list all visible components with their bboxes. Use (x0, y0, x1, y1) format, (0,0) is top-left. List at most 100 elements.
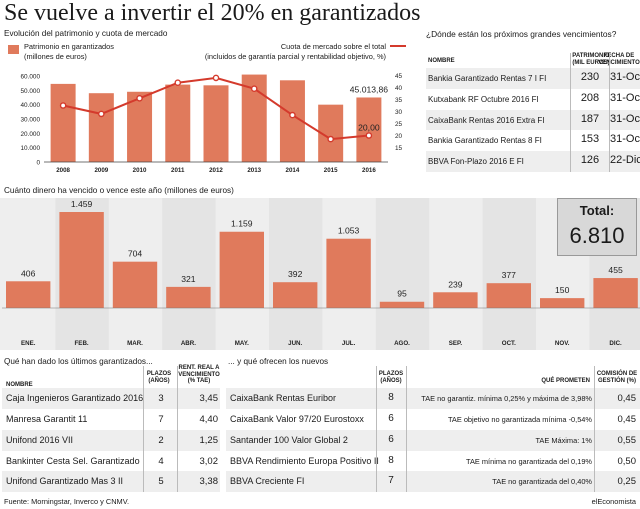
right-plazo: 7 (388, 475, 394, 486)
year-tick-label: 2016 (362, 167, 376, 174)
left-rent: 4,40 (199, 414, 219, 425)
table-row: Bankinter Cesta Sel. Garantizado 4 3,02 (2, 451, 220, 471)
month-value-label: 704 (128, 249, 143, 259)
cuota-point (174, 79, 182, 87)
right-col-prometen: QUÉ PROMETEN (541, 378, 590, 384)
right-name: BBVA Creciente FI (230, 476, 305, 486)
cuota-point (327, 135, 334, 143)
table-row: BBVA Fon-Plazo 2016 E FI 126 22-Dic. (426, 151, 640, 172)
legend-line-label: Cuota de mercado sobre el total (280, 42, 386, 51)
last-line-label: 20,00 (358, 123, 380, 133)
bar-month (593, 278, 638, 308)
cuota-point (212, 74, 220, 82)
month-value-label: 392 (288, 269, 303, 279)
venc-col-nombre: NOMBRE (428, 58, 455, 64)
left-table: Caja Ingenieros Garantizado 2016 3 3,45 … (2, 388, 220, 492)
year-tick-label: 2010 (133, 167, 147, 174)
footer-source: Fuente: Morningstar, Inverco y CNMV. (4, 497, 130, 506)
year-tick-label: 2014 (286, 167, 300, 174)
month-tick-label: ABR. (181, 340, 196, 347)
right-plazo: 6 (388, 413, 394, 424)
right-divider (406, 366, 407, 492)
y2-tick-label: 20 (395, 133, 403, 140)
y-tick-label: 0 (36, 160, 40, 167)
bar-month (6, 281, 51, 308)
right-plazo: 8 (388, 455, 394, 466)
venc-date: 22-Dic. (610, 154, 640, 166)
y-tick-label: 60.000 (20, 74, 40, 81)
y2-tick-label: 35 (395, 97, 403, 104)
page-title: Se vuelve a invertir el 20% en garantiza… (4, 0, 421, 26)
month-tick-label: JUN. (288, 340, 302, 347)
y2-tick-label: 25 (395, 121, 403, 128)
year-tick-label: 2011 (171, 167, 185, 174)
venc-name: CaixaBank Rentas 2016 Extra FI (428, 116, 545, 125)
legend-line-swatch (390, 45, 406, 47)
venc-date: 31-Oct. (610, 92, 640, 104)
month-stripe (375, 198, 430, 350)
right-col-plazos: PLAZOS (AÑOS) (378, 371, 404, 384)
table-row: Santander 100 Valor Global 2 6 TAE Máxim… (226, 430, 640, 451)
month-value-label: 321 (181, 274, 196, 284)
right-col-comision: COMISIÓN DE GESTIÓN (%) (596, 371, 638, 384)
left-table-title: Qué han dado los últimos garantizados... (4, 357, 153, 366)
bar-patrimonio (203, 85, 229, 162)
left-col-plazos: PLAZOS (AÑOS) (146, 371, 172, 384)
y2-tick-label: 30 (395, 109, 403, 116)
left-name: Bankinter Cesta Sel. Garantizado (6, 456, 140, 466)
right-name: CaixaBank Valor 97/20 Eurostoxx (230, 414, 364, 424)
right-table-title: ... y qué ofrecen los nuevos (228, 357, 329, 366)
bar-month (379, 301, 425, 308)
right-name: BBVA Rendimiento Europa Positivo II (230, 456, 379, 466)
year-tick-label: 2012 (209, 167, 223, 174)
month-value-label: 95 (397, 289, 407, 299)
month-value-label: 1.459 (71, 199, 93, 209)
cuota-point (136, 95, 143, 102)
total-label: Total: (579, 203, 615, 218)
table-row: Kutxabank RF Octubre 2016 FI 208 31-Oct. (426, 89, 640, 110)
cuota-point (365, 132, 373, 139)
table-row: Caja Ingenieros Garantizado 2016 3 3,45 (2, 388, 220, 409)
right-comision: 0,55 (617, 435, 637, 446)
venc-value: 230 (580, 71, 600, 83)
bar-month (540, 298, 585, 308)
venc-date: 31-Oct. (610, 113, 640, 125)
table-row: CaixaBank Valor 97/20 Eurostoxx 6 TAE ob… (226, 409, 640, 430)
left-col-nombre: NOMBRE (6, 382, 33, 388)
left-name: Unifond 2016 VII (6, 435, 74, 445)
table-row: Unifond Garantizado Mas 3 II 5 3,38 (2, 471, 220, 492)
month-stripe (482, 198, 536, 350)
y-tick-label: 10.000 (20, 145, 40, 152)
venc-name: Kutxabank RF Octubre 2016 FI (428, 95, 539, 104)
month-value-label: 406 (21, 268, 36, 278)
bar-month (486, 283, 531, 308)
table-row: Bankia Garantizado Rentas 8 FI 153 31-Oc… (426, 130, 640, 151)
bar-patrimonio (165, 84, 191, 162)
month-stripe (162, 198, 216, 350)
month-stripe (269, 198, 323, 350)
venc-value: 126 (580, 154, 600, 166)
left-rent: 3,45 (199, 393, 219, 404)
bar-month (433, 292, 478, 308)
left-divider (143, 366, 144, 492)
month-tick-label: SEP. (449, 340, 463, 347)
venc-value: 187 (580, 113, 600, 125)
right-promesa: TAE Máxima: 1% (535, 436, 592, 445)
venc-name: Bankia Garantizado Rentas 7 I FI (428, 74, 547, 83)
venc-col-patrimonio: PATRIMONIO (MIL EUROS) (572, 53, 610, 66)
month-tick-label: OCT. (502, 340, 516, 347)
left-divider (177, 366, 178, 492)
left-rent: 1,25 (199, 435, 219, 446)
venc-value: 153 (580, 133, 600, 145)
venc-divider (570, 53, 571, 172)
legend-line-label-detail: (incluidos de garantía parcial y rentabi… (204, 52, 386, 61)
right-promesa: TAE objetivo no garantizada mínima -0,54… (447, 415, 592, 424)
month-tick-label: JUL. (342, 340, 356, 347)
last-bar-label: 45.013,86 (350, 84, 388, 94)
left-plazo: 5 (158, 476, 164, 487)
left-name: Caja Ingenieros Garantizado 2016 (6, 393, 144, 403)
month-value-label: 239 (448, 279, 463, 289)
y2-tick-label: 40 (395, 85, 403, 92)
bar-patrimonio (88, 93, 114, 162)
venc-name: Bankia Garantizado Rentas 8 FI (428, 136, 542, 145)
